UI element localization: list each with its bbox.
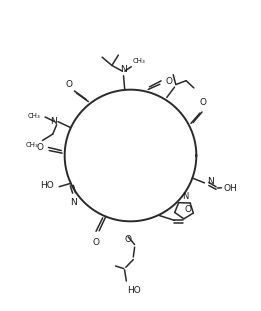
Text: O: O: [199, 98, 206, 107]
Text: O: O: [184, 205, 191, 214]
Text: OH: OH: [224, 183, 238, 193]
Text: N: N: [120, 65, 127, 74]
Text: CH₃: CH₃: [26, 142, 39, 148]
Text: O: O: [165, 77, 173, 86]
Text: O: O: [65, 80, 72, 89]
Text: O: O: [92, 238, 99, 247]
Text: O: O: [125, 235, 132, 244]
Text: N: N: [207, 177, 214, 186]
Text: HO: HO: [40, 181, 54, 190]
Text: CH₃: CH₃: [28, 113, 40, 119]
Text: CH₃: CH₃: [133, 58, 145, 64]
Text: HO: HO: [127, 285, 141, 295]
Text: N: N: [50, 117, 57, 126]
Text: O: O: [37, 143, 44, 152]
Text: N: N: [182, 192, 189, 201]
Text: N: N: [70, 198, 77, 207]
